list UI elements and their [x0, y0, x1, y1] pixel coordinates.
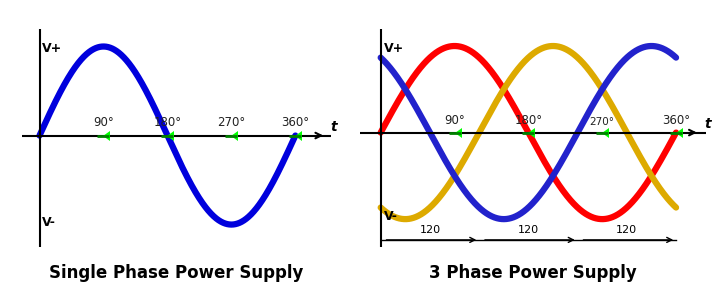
Text: V-: V- — [42, 216, 56, 229]
Text: 90°: 90° — [444, 113, 465, 127]
Text: Single Phase Power Supply: Single Phase Power Supply — [49, 264, 304, 282]
Text: 120: 120 — [419, 225, 441, 235]
Text: 180°: 180° — [514, 113, 542, 127]
Text: 90°: 90° — [93, 116, 114, 129]
Text: t: t — [704, 117, 711, 131]
Text: 270°: 270° — [590, 117, 615, 127]
Text: 360°: 360° — [282, 116, 310, 129]
Text: 3 Phase Power Supply: 3 Phase Power Supply — [429, 264, 636, 282]
Text: V+: V+ — [42, 42, 63, 55]
Text: V-: V- — [384, 210, 397, 224]
Text: 270°: 270° — [217, 116, 246, 129]
Text: 180°: 180° — [153, 116, 181, 129]
Text: V+: V+ — [384, 42, 404, 55]
Text: 120: 120 — [616, 225, 637, 235]
Text: 120: 120 — [518, 225, 539, 235]
Text: t: t — [330, 120, 336, 134]
Text: 360°: 360° — [662, 113, 690, 127]
